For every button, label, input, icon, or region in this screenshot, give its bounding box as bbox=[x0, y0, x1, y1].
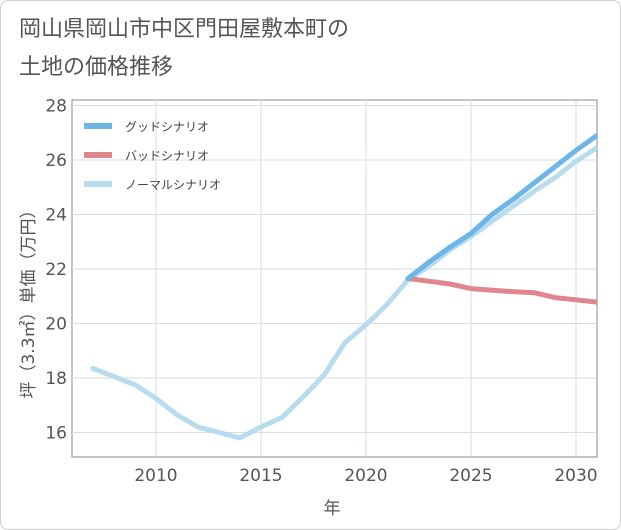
y-tick-label-26: 26 bbox=[45, 151, 67, 171]
legend-label-0: グッドシナリオ bbox=[125, 120, 209, 134]
x-tick-label-2020: 2020 bbox=[344, 466, 387, 486]
y-tick-label-20: 20 bbox=[45, 314, 67, 334]
legend-label-2: ノーマルシナリオ bbox=[125, 178, 221, 192]
x-tick-label-2030: 2030 bbox=[554, 466, 597, 486]
chart-title-line2: 土地の価格推移 bbox=[19, 55, 174, 80]
chart-title-line1: 岡山県岡山市中区門田屋敷本町の bbox=[19, 17, 350, 42]
grid bbox=[72, 100, 597, 457]
y-axis-title: 坪（3.3㎡）単価（万円） bbox=[19, 201, 39, 398]
series-line-0 bbox=[405, 132, 597, 281]
x-tick-labels: 2010 2015 2020 2025 2030 bbox=[134, 466, 597, 486]
x-tick-label-2015: 2015 bbox=[239, 466, 282, 486]
series-layer bbox=[90, 132, 597, 441]
series-line-1 bbox=[405, 276, 597, 305]
y-tick-labels: 16 18 20 22 24 26 28 bbox=[45, 96, 67, 443]
x-axis-title: 年 bbox=[324, 499, 341, 519]
chart-title: 岡山県岡山市中区門田屋敷本町の 土地の価格推移 bbox=[19, 11, 599, 87]
legend-label-1: バッドシナリオ bbox=[125, 149, 209, 163]
y-tick-label-18: 18 bbox=[45, 369, 67, 389]
x-tick-label-2025: 2025 bbox=[449, 466, 492, 486]
x-tick-label-2010: 2010 bbox=[134, 466, 177, 486]
y-tick-label-24: 24 bbox=[45, 205, 67, 225]
y-tick-label-28: 28 bbox=[45, 96, 67, 116]
y-tick-label-16: 16 bbox=[45, 423, 67, 443]
series-line-2 bbox=[90, 145, 597, 441]
y-tick-label-22: 22 bbox=[45, 260, 67, 280]
